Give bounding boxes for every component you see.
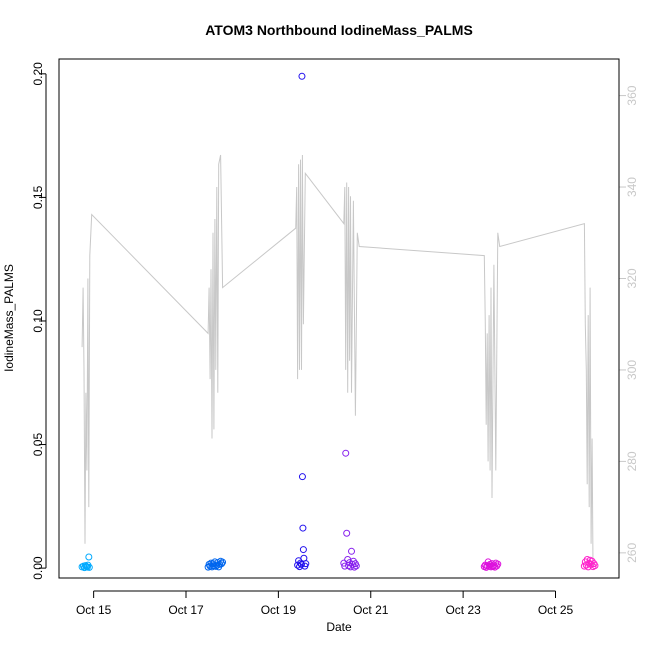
data-point [587, 560, 595, 568]
data-point [212, 562, 220, 570]
y-tick-label: 0.00 [31, 556, 45, 580]
data-point [302, 560, 310, 568]
y2-tick-label: 320 [625, 268, 639, 288]
data-point [350, 563, 358, 571]
data-point [591, 562, 599, 570]
data-point [352, 562, 360, 570]
data-point [218, 560, 226, 568]
data-point [583, 555, 591, 563]
y2-tick-label: 360 [625, 85, 639, 105]
data-point [219, 558, 227, 566]
scatter-points [78, 72, 599, 572]
y-axis: 0.00 0.05 0.10 0.15 0.20 [31, 62, 47, 580]
x-tick-label: Oct 19 [261, 603, 297, 617]
chart-title: ATOM3 Northbound IodineMass_PALMS [205, 22, 473, 38]
y-tick-label: 0.20 [31, 62, 45, 86]
x-tick-label: Oct 15 [76, 603, 112, 617]
x-axis-label: Date [326, 620, 352, 634]
data-point [343, 529, 351, 537]
line-series [81, 154, 594, 567]
y-tick-label: 0.10 [31, 309, 45, 333]
y2-axis: 260 280 300 320 340 360 [618, 85, 639, 563]
y2-tick-label: 280 [625, 451, 639, 471]
y-tick-label: 0.05 [31, 433, 45, 457]
y2-tick-label: 260 [625, 543, 639, 563]
x-tick-label: Oct 25 [538, 603, 574, 617]
line-series-path [81, 154, 594, 567]
plot-frame [58, 58, 620, 579]
data-point [348, 547, 356, 555]
y-axis-label: IodineMass_PALMS [2, 264, 16, 372]
data-point [85, 563, 93, 571]
data-point [494, 560, 502, 568]
y2-tick-label: 340 [625, 177, 639, 197]
y-tick-label: 0.15 [31, 185, 45, 209]
data-point [299, 546, 307, 554]
x-tick-label: Oct 23 [445, 603, 481, 617]
data-point [297, 560, 305, 568]
x-tick-label: Oct 17 [168, 603, 204, 617]
x-tick-label: Oct 21 [353, 603, 389, 617]
data-point [298, 72, 306, 80]
data-point [296, 563, 304, 571]
data-point [342, 449, 350, 457]
x-axis: Oct 15 Oct 17 Oct 19 Oct 21 Oct 23 Oct 25 [76, 590, 574, 617]
data-point [85, 553, 93, 561]
data-point [299, 524, 307, 532]
y2-tick-label: 300 [625, 360, 639, 380]
data-point [298, 473, 306, 481]
